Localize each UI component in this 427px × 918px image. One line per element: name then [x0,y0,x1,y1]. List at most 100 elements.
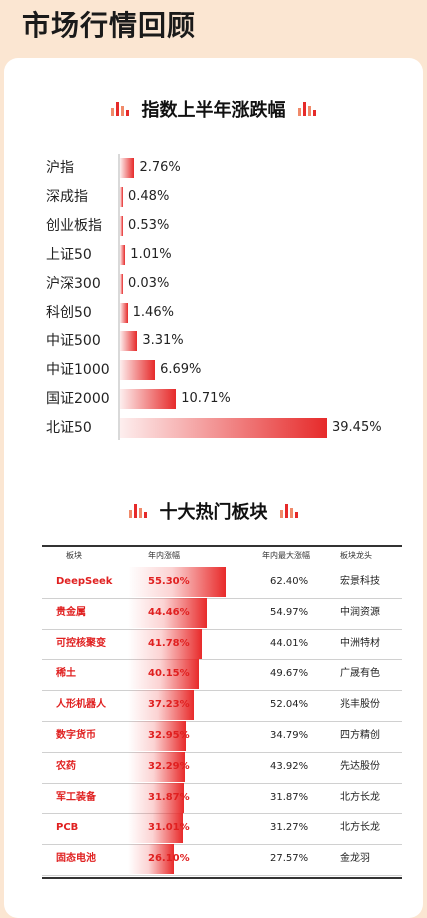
index-bar [120,331,138,352]
row-divider [42,597,402,599]
value-label: 2.76% [139,160,181,175]
content-card [4,58,423,918]
row-divider [42,751,402,753]
max-gain-value: 34.79% [270,730,309,741]
gain-bar [128,628,203,659]
row-divider [42,690,402,692]
index-section-title: 指数上半年涨跌幅 [141,100,286,121]
gain-value: 55.30% [148,576,190,587]
leader-stock: 广晟有色 [340,668,380,680]
gain-bar [128,659,200,690]
sector-name: 农药 [56,760,76,772]
gain-bar [128,782,185,813]
sector-name: 贵金属 [56,606,86,618]
row-divider [42,875,402,876]
index-bar [120,273,123,294]
value-label: 1.46% [132,304,174,320]
leader-stock: 中洲特材 [340,637,380,649]
table-bottom-rule [42,877,402,879]
sector-name: DeepSeek [56,576,113,587]
leader-stock: 宏景科技 [340,576,380,587]
col-header-gain: 年内涨幅 [148,551,180,560]
value-label: 0.53% [128,217,170,233]
gain-bar [128,721,187,751]
value-label: 0.48% [128,188,170,204]
sector-name: 稀土 [56,668,76,680]
gain-bar [128,751,186,782]
index-bar [120,186,123,207]
max-gain-value: 31.27% [270,822,309,834]
value-label: 6.69% [160,362,202,378]
row-divider [42,721,402,722]
index-bar [120,302,128,323]
sector-name: 可控核聚变 [56,637,106,649]
category-label: 北证50 [46,420,92,437]
gain-value: 31.01% [148,822,190,834]
category-label: 沪指 [46,160,74,176]
max-gain-value: 43.92% [270,760,309,772]
leader-stock: 中润资源 [340,606,380,618]
category-label: 沪深300 [46,275,101,292]
category-label: 中证1000 [46,362,110,379]
max-gain-value: 31.87% [270,791,309,803]
gain-value: 44.46% [148,606,190,618]
bar-chart-icon [279,504,298,518]
page-title: 市场行情回顾 [22,9,197,42]
col-header-leader: 板块龙头 [340,551,372,560]
index-section-header: 指数上半年涨跌幅 [0,96,427,122]
sector-name: PCB [56,822,79,834]
bar-chart-icon [297,102,316,116]
gain-value: 26.10% [148,853,190,865]
row-divider [42,782,402,784]
max-gain-value: 49.67% [270,668,309,680]
table-top-rule [42,545,402,547]
sector-name: 固态电池 [56,853,96,865]
bar-chart-icon [111,102,130,116]
max-gain-value: 62.40% [270,576,309,587]
gain-bar [128,844,175,875]
index-bar [120,360,156,381]
category-label: 中证500 [46,333,101,350]
sector-name: 数字货币 [56,730,96,741]
max-gain-value: 27.57% [270,853,309,865]
gain-bar [128,567,226,597]
value-label: 0.03% [128,275,170,291]
row-divider [42,659,402,661]
index-bar [120,158,135,178]
chart-axis-line [118,154,120,440]
row-divider [42,628,402,630]
gain-bar [128,690,194,721]
sector-section-title: 十大热门板块 [159,502,268,523]
index-bar [120,244,126,265]
category-label: 科创50 [46,304,92,321]
gain-value: 37.23% [148,699,190,711]
value-label: 3.31% [142,333,184,349]
col-header-sector: 板块 [66,551,82,560]
gain-value: 31.87% [148,791,190,803]
leader-stock: 北方长龙 [340,791,380,803]
index-bar [120,215,123,236]
col-header-max-gain: 年内最大涨幅 [262,551,310,560]
index-bar [120,389,177,410]
category-label: 国证2000 [46,391,110,408]
leader-stock: 四方精创 [340,730,380,741]
value-label: 39.45% [332,420,382,436]
value-label: 10.71% [181,391,231,407]
category-label: 创业板指 [46,217,102,234]
leader-stock: 北方长龙 [340,822,380,834]
row-divider [42,844,402,846]
sector-section-header: 十大热门板块 [0,498,427,524]
category-label: 深成指 [46,188,88,205]
max-gain-value: 44.01% [270,637,309,649]
gain-value: 41.78% [148,637,190,649]
sector-name: 军工装备 [56,791,96,803]
gain-value: 40.15% [148,668,190,680]
leader-stock: 金龙羽 [340,853,370,865]
gain-bar [128,597,207,628]
gain-bar [128,813,183,844]
leader-stock: 兆丰股份 [340,699,380,711]
gain-value: 32.29% [148,760,190,772]
gain-value: 32.95% [148,730,190,741]
bar-chart-icon [129,504,148,518]
category-label: 上证50 [46,246,92,263]
